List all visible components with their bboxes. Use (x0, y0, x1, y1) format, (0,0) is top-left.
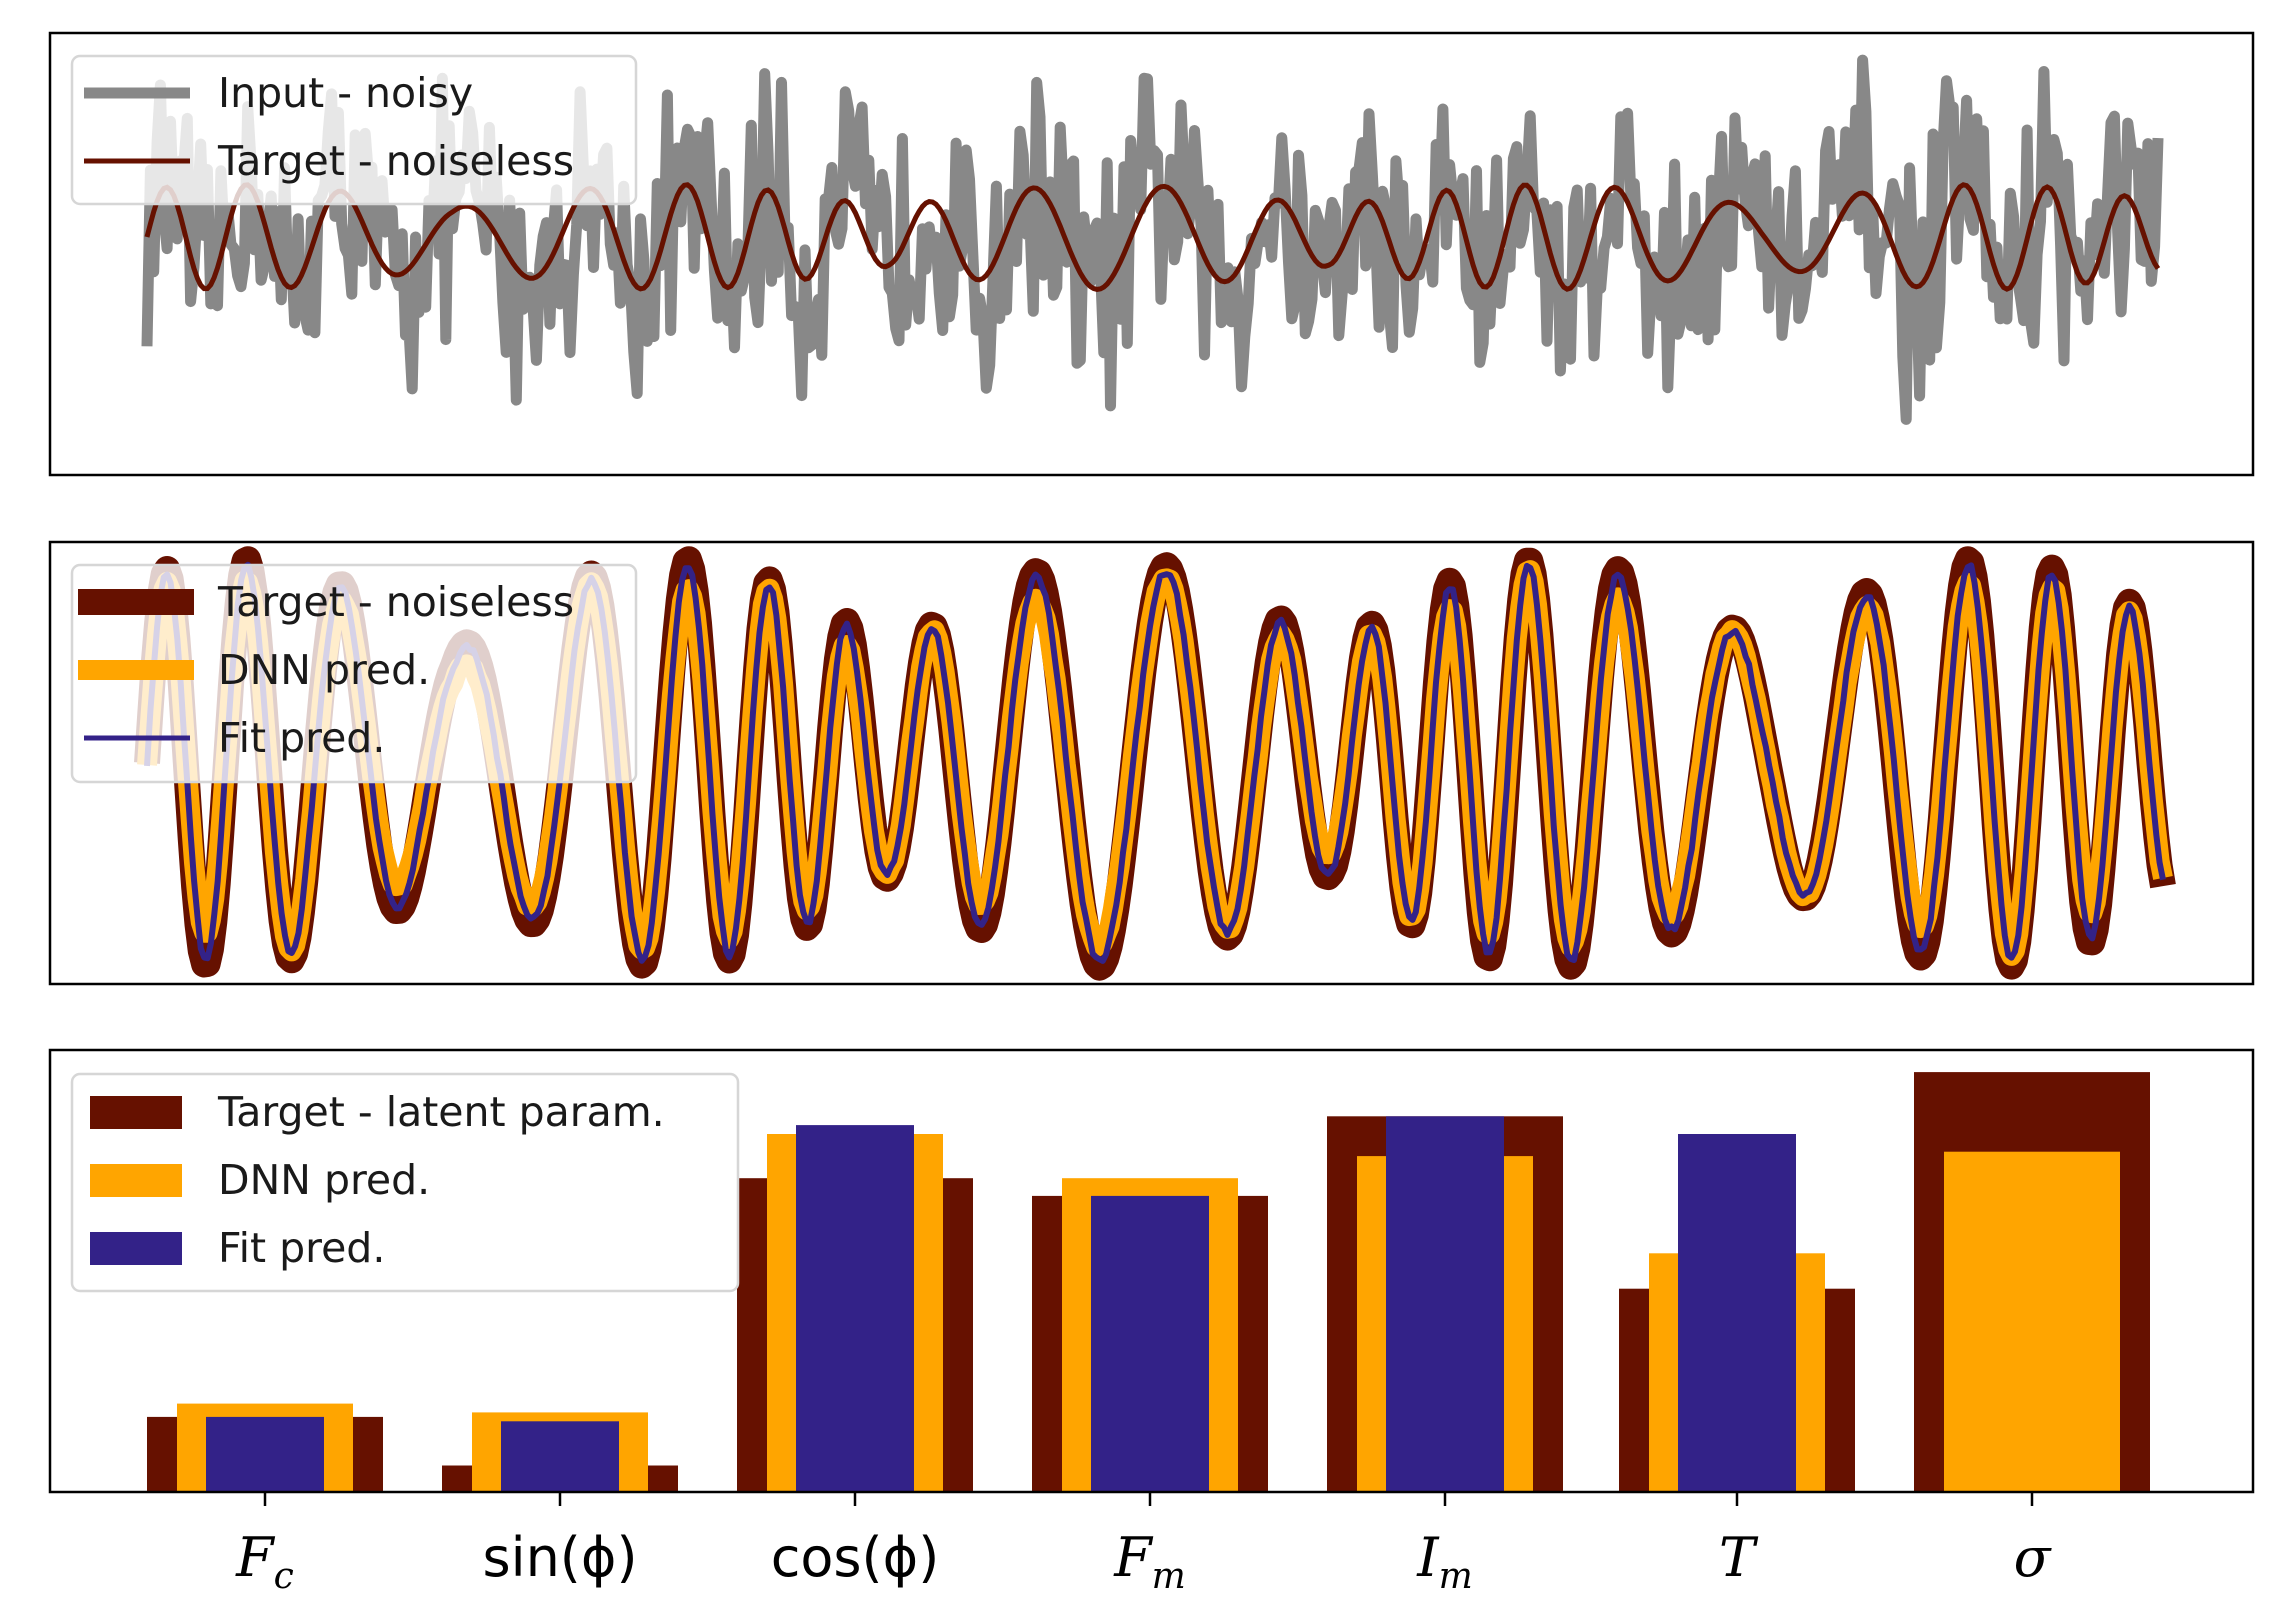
bar-fit-5 (1678, 1134, 1796, 1492)
legend-label-dnn: DNN pred. (218, 1156, 430, 1204)
legend-box (70, 563, 638, 784)
panel-top-series (141, 54, 2164, 425)
legend-label-target: Target - noiseless (217, 578, 574, 626)
legend-box (70, 1072, 740, 1293)
panel-bottom-legend: Target - latent param. DNN pred. Fit pre… (70, 1072, 740, 1293)
legend-swatch-dnn (90, 1164, 182, 1197)
legend-label-fit: Fit pred. (218, 714, 385, 762)
legend-label-target: Target - latent param. (217, 1088, 665, 1136)
legend-label-dnn: DNN pred. (218, 646, 430, 694)
x-tick-label: cos(ϕ) (771, 1526, 940, 1589)
panel-middle-legend: Target - noiseless DNN pred. Fit pred. (70, 563, 638, 784)
bar-fit-2 (796, 1125, 914, 1492)
x-tick-label: Im (1416, 1526, 1472, 1597)
legend-label-target: Target - noiseless (217, 137, 574, 185)
bar-dnn-6 (1944, 1151, 2120, 1492)
panel-top-legend: Input - noisy Target - noiseless (70, 54, 638, 206)
legend-label-fit: Fit pred. (218, 1224, 385, 1272)
legend-label-input: Input - noisy (218, 69, 473, 117)
panel-top: Input - noisy Target - noiseless (48, 31, 2255, 477)
bar-fit-4 (1386, 1116, 1504, 1492)
bar-fit-0 (206, 1416, 324, 1492)
legend-swatch-target (90, 1096, 182, 1129)
x-tick-label: sin(ϕ) (482, 1526, 637, 1589)
bar-fit-1 (501, 1421, 619, 1492)
panel-top-frame (48, 31, 2255, 477)
x-tick-label: Fc (235, 1526, 294, 1597)
panel-bottom-frame (48, 1048, 2255, 1494)
x-tick-label: σ (2014, 1526, 2053, 1589)
panel-middle: Target - noiseless DNN pred. Fit pred. (48, 540, 2255, 986)
legend-swatch-fit (90, 1232, 182, 1265)
x-tick-label: T (1719, 1526, 1759, 1589)
panel-middle-frame (48, 540, 2255, 986)
bar-fit-3 (1091, 1195, 1209, 1492)
x-tick-label: Fm (1113, 1526, 1186, 1597)
legend-box (70, 54, 638, 206)
series-target-noiseless (144, 182, 2161, 292)
panel-bottom-bars (147, 1072, 2150, 1492)
